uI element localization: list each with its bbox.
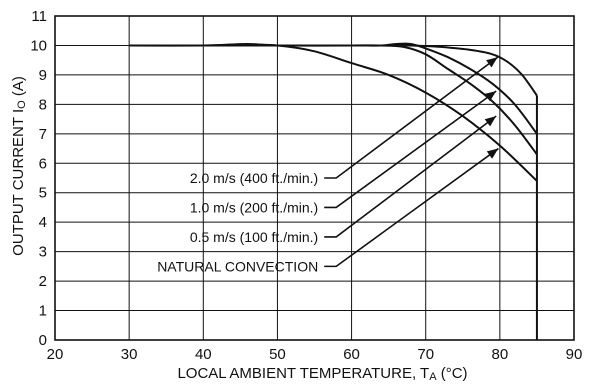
x-tick-label-20: 20 — [47, 346, 64, 363]
x-tick-label-80: 80 — [492, 346, 509, 363]
leader-line-2-0-m-s-400-ft-min — [324, 56, 499, 179]
y-tick-label-6: 6 — [39, 155, 47, 172]
y-tick-label-0: 0 — [39, 332, 47, 349]
y-axis-label-unit: (A) — [10, 76, 27, 100]
series-line-natural-convection — [129, 43, 538, 182]
y-tick-label-10: 10 — [30, 37, 47, 54]
leader-line-1-0-m-s-200-ft-min — [324, 90, 497, 209]
y-tick-label-8: 8 — [39, 96, 47, 113]
y-axis-label-subscript: O — [16, 100, 28, 109]
leader-line-0-5-m-s-100-ft-min — [324, 115, 497, 238]
y-tick-label-5: 5 — [39, 185, 47, 202]
series-line-0-5-m-s-100-ft-min — [129, 44, 538, 156]
legend-label-0-5-m-s-100-ft-min: 0.5 m/s (100 ft./min.) — [190, 229, 318, 245]
y-axis-label-main: OUTPUT CURRENT I — [10, 109, 27, 256]
legend-label-2-0-m-s-400-ft-min: 2.0 m/s (400 ft./min.) — [190, 170, 318, 186]
arrowhead-0-5-m-s-100-ft-min — [484, 116, 497, 127]
legend-label-natural-convection: NATURAL CONVECTION — [157, 258, 318, 274]
x-axis-label-unit: (°C) — [437, 365, 468, 382]
series-callouts: 2.0 m/s (400 ft./min.) 1.0 m/s (200 ft./m… — [157, 56, 499, 274]
x-tick-label-30: 30 — [121, 346, 138, 363]
y-axis-label: OUTPUT CURRENT IO (A) — [10, 76, 28, 256]
legend-label-1-0-m-s-200-ft-min: 1.0 m/s (200 ft./min.) — [190, 199, 318, 215]
y-tick-label-9: 9 — [39, 67, 47, 84]
y-tick-label-11: 11 — [31, 8, 47, 25]
leader-line-natural-convection — [324, 147, 499, 268]
y-tick-label-1: 1 — [39, 303, 47, 320]
plot-frame — [54, 15, 575, 341]
x-tick-label-70: 70 — [417, 346, 434, 363]
x-tick-labels: 20 30 40 50 60 70 80 90 — [47, 346, 583, 363]
x-axis-label-subscript: A — [429, 371, 437, 383]
arrowhead-2-0-m-s-400-ft-min — [486, 57, 498, 68]
x-tick-label-40: 40 — [195, 346, 212, 363]
arrowhead-natural-convection — [486, 148, 499, 159]
y-tick-label-4: 4 — [39, 214, 47, 231]
x-axis-label-main: LOCAL AMBIENT TEMPERATURE, T — [177, 365, 429, 382]
grid — [55, 16, 574, 340]
x-tick-label-90: 90 — [566, 346, 583, 363]
x-axis-label: LOCAL AMBIENT TEMPERATURE, TA (°C) — [177, 365, 467, 383]
series-curves — [129, 42, 538, 340]
y-tick-label-7: 7 — [39, 126, 47, 143]
y-tick-label-2: 2 — [39, 273, 47, 290]
y-tick-labels: 0 1 2 3 4 5 6 7 8 9 10 11 — [30, 8, 47, 349]
x-tick-label-50: 50 — [269, 346, 286, 363]
y-tick-label-3: 3 — [39, 244, 47, 261]
arrowhead-1-0-m-s-200-ft-min — [484, 91, 497, 102]
x-tick-label-60: 60 — [343, 346, 360, 363]
